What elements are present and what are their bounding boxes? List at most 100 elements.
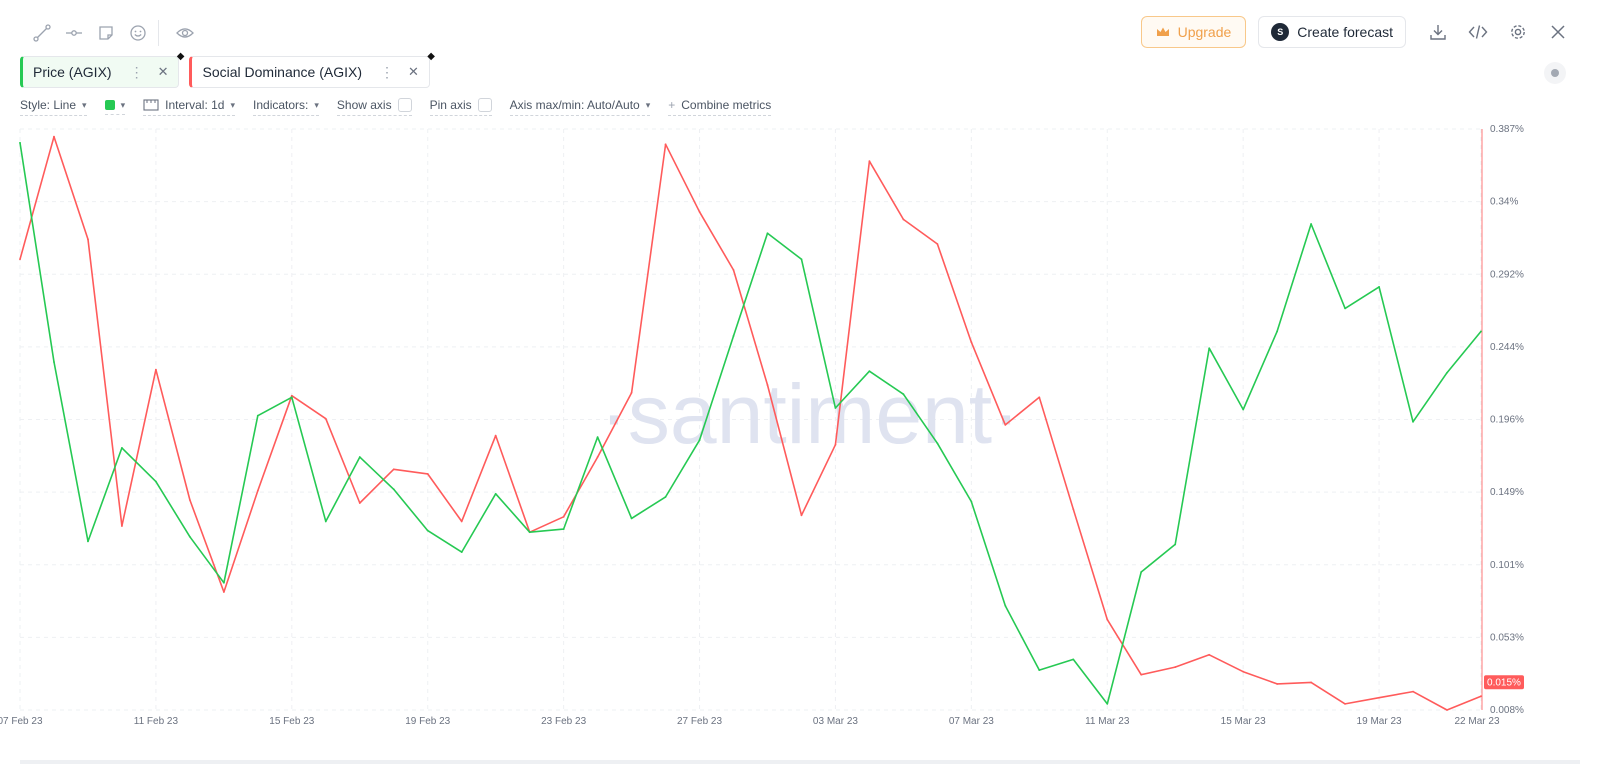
data-point-social-dominance-agix [290,394,293,397]
data-point-price-agix [53,361,55,363]
horizontal-line-icon[interactable] [58,21,90,45]
x-tick-label: 27 Feb 23 [677,716,722,727]
metric-chip-price[interactable]: Price (AGIX) ⋮ ✕ ◆ [20,51,184,88]
x-tick-label: 07 Mar 23 [949,716,994,727]
download-icon[interactable] [1418,16,1458,48]
x-tick-label: 19 Feb 23 [405,716,450,727]
create-forecast-label: Create forecast [1297,24,1393,40]
show-axis-checkbox[interactable] [397,98,412,112]
data-point-social-dominance-agix [630,391,633,394]
data-point-price-agix [1412,420,1414,423]
close-icon[interactable]: ✕ [408,64,419,79]
data-point-price-agix [698,439,701,442]
navigator-strip[interactable] [20,760,1580,764]
data-point-price-agix [358,456,361,458]
data-point-social-dominance-agix [664,143,667,146]
data-point-price-agix [902,393,905,396]
current-value-label: 0.015% [1487,678,1521,689]
crown-icon [1156,27,1169,36]
gear-icon[interactable] [1498,16,1538,48]
data-point-social-dominance-agix [19,258,21,261]
data-point-social-dominance-agix [1208,653,1211,656]
data-point-price-agix [1242,408,1245,411]
x-tick-label: 19 Mar 23 [1357,716,1402,727]
data-point-social-dominance-agix [155,368,157,371]
y-tick-label: 0.196% [1490,415,1524,426]
data-point-social-dominance-agix [834,443,837,446]
data-point-social-dominance-agix [1378,696,1380,699]
data-point-social-dominance-agix [1446,709,1448,711]
data-point-price-agix [766,232,769,235]
style-select[interactable]: Style: Line ▾ [20,98,87,116]
data-point-price-agix [596,436,599,439]
data-point-social-dominance-agix [460,520,463,523]
pin-axis-toggle[interactable]: Pin axis [429,98,492,116]
color-select[interactable]: ▾ [104,100,126,115]
data-point-social-dominance-agix [324,417,327,420]
metric-chip-social-dominance[interactable]: Social Dominance (AGIX) ⋮ ✕ ◆ [189,51,435,88]
data-point-price-agix [426,529,429,532]
data-point-social-dominance-agix [53,135,55,138]
data-point-price-agix [1038,669,1041,672]
emoji-icon[interactable] [122,21,154,45]
color-swatch [104,100,115,110]
upgrade-button[interactable]: Upgrade [1140,16,1247,48]
y-tick-label: 0.053% [1490,632,1524,643]
metric-chips: Price (AGIX) ⋮ ✕ ◆ Social Dominance (AGI… [20,51,435,88]
close-icon[interactable] [1538,16,1578,48]
axis-maxmin-select[interactable]: Axis max/min: Auto/Auto ▾ [509,98,651,116]
embed-code-icon[interactable] [1458,16,1498,48]
data-point-price-agix [1174,543,1177,546]
data-point-social-dominance-agix [256,489,259,492]
data-point-price-agix [121,446,123,449]
series-line-social-dominance-agix [19,135,1482,711]
x-tick-label: 07 Feb 23 [0,716,43,727]
data-point-price-agix [222,581,225,584]
top-toolbar: Upgrade S Create forecast [0,0,1600,56]
chart-series [19,135,1482,711]
more-options-icon[interactable]: ⋮ [129,63,144,80]
close-icon[interactable]: ✕ [157,64,169,79]
metric-label-price: Price (AGIX) [33,64,112,80]
data-point-price-agix [800,258,803,261]
data-point-social-dominance-agix [1276,683,1279,685]
data-point-social-dominance-agix [936,243,939,245]
data-point-social-dominance-agix [1344,702,1346,705]
data-point-social-dominance-agix [87,238,89,241]
data-point-price-agix [1208,347,1211,350]
eye-icon[interactable] [169,21,201,45]
data-point-social-dominance-agix [358,502,361,504]
interval-label: Interval: 1d [165,98,225,112]
indicators-select[interactable]: Indicators: ▾ [253,98,319,116]
y-tick-label: 0.101% [1490,560,1524,571]
data-point-price-agix [834,407,837,409]
current-value-bg [1484,675,1524,690]
data-point-social-dominance-agix [222,591,225,593]
indicators-label: Indicators: [253,98,309,112]
create-forecast-button[interactable]: S Create forecast [1258,16,1406,48]
data-point-social-dominance-agix [1412,690,1414,693]
data-point-social-dominance-agix [562,515,565,518]
data-point-price-agix [324,520,327,523]
data-point-price-agix [562,528,565,531]
drag-handle-icon[interactable]: ◆ [176,51,185,62]
status-indicator[interactable] [1544,62,1566,84]
drag-handle-icon[interactable]: ◆ [427,51,435,62]
chevron-down-icon: ▾ [314,99,319,110]
more-options-icon[interactable]: ⋮ [380,63,394,80]
data-point-social-dominance-agix [800,514,803,517]
line-chart[interactable]: ·santiment· 0.387% 0.34% 0.292% 0.244% 0.196… [0,118,1600,758]
y-tick-label: 0.244% [1490,342,1524,353]
combine-metrics-button[interactable]: + Combine metrics [668,98,772,116]
show-axis-toggle[interactable]: Show axis [336,98,412,116]
data-point-social-dominance-agix [1174,666,1177,668]
chevron-down-icon: ▾ [82,99,87,110]
interval-select[interactable]: Interval: 1d ▾ [143,98,236,116]
upgrade-label: Upgrade [1177,24,1232,40]
data-point-social-dominance-agix [1072,508,1075,511]
data-point-social-dominance-agix [902,218,905,221]
data-point-price-agix [1276,330,1279,333]
line-draw-icon[interactable] [26,21,58,45]
note-icon[interactable] [90,21,122,45]
pin-axis-checkbox[interactable] [477,98,492,112]
